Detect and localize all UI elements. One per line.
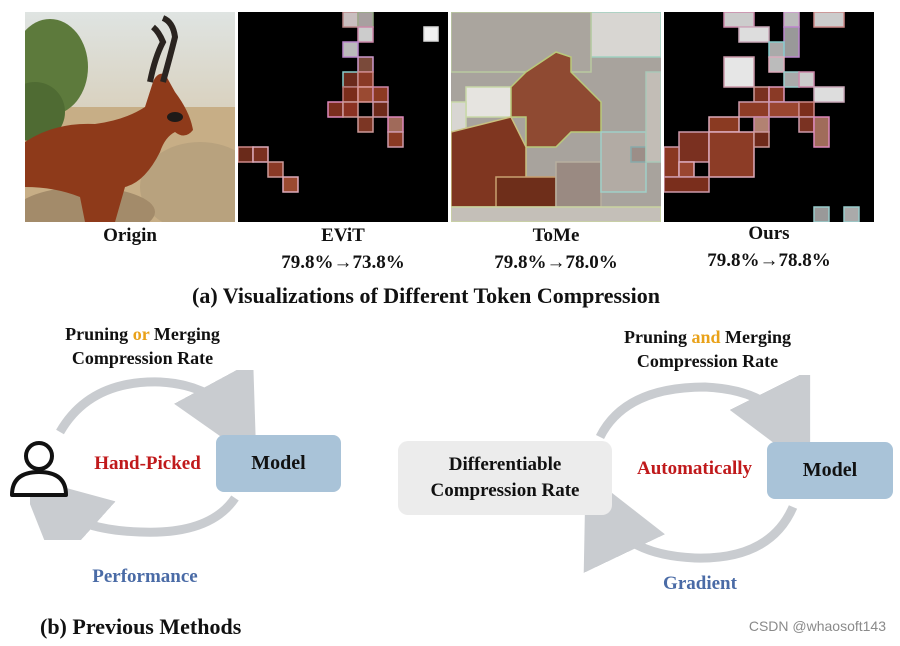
automatically-label: Automatically xyxy=(636,458,753,479)
evit-label: EViT xyxy=(321,225,365,246)
section-b-title: (b) Previous Methods xyxy=(40,614,242,639)
section-a-title: (a) Visualizations of Different Token Co… xyxy=(192,283,660,308)
ours-model-box: Model xyxy=(767,442,893,499)
watermark: CSDN @whaosoft143 xyxy=(748,618,886,634)
differentiable-rate-box: Differentiable Compression Rate xyxy=(398,441,612,515)
performance-label: Performance xyxy=(92,566,198,587)
origin-image xyxy=(25,12,235,222)
prev-cycle-arrows xyxy=(30,370,257,540)
ours-visualization xyxy=(664,12,874,222)
hand-picked-label: Hand-Picked xyxy=(94,453,201,474)
evit-metric: 79.8%→73.8% xyxy=(281,252,405,273)
ours-cycle-arrows xyxy=(583,375,811,573)
evit-visualization xyxy=(238,12,448,222)
tome-label: ToMe xyxy=(532,225,580,246)
ours-metric: 79.8%→78.8% xyxy=(707,250,831,271)
ours-label: Ours xyxy=(748,223,790,244)
prev-model-box: Model xyxy=(216,435,341,492)
ours-top-label: Pruning and Merging Compression Rate xyxy=(623,327,792,371)
origin-label: Origin xyxy=(103,225,157,246)
prev-top-label: Pruning or Merging Compression Rate xyxy=(65,324,220,368)
tome-visualization xyxy=(451,12,661,222)
user-icon xyxy=(10,441,68,497)
gradient-label: Gradient xyxy=(663,573,737,594)
tome-metric: 79.8%→78.0% xyxy=(494,252,618,273)
